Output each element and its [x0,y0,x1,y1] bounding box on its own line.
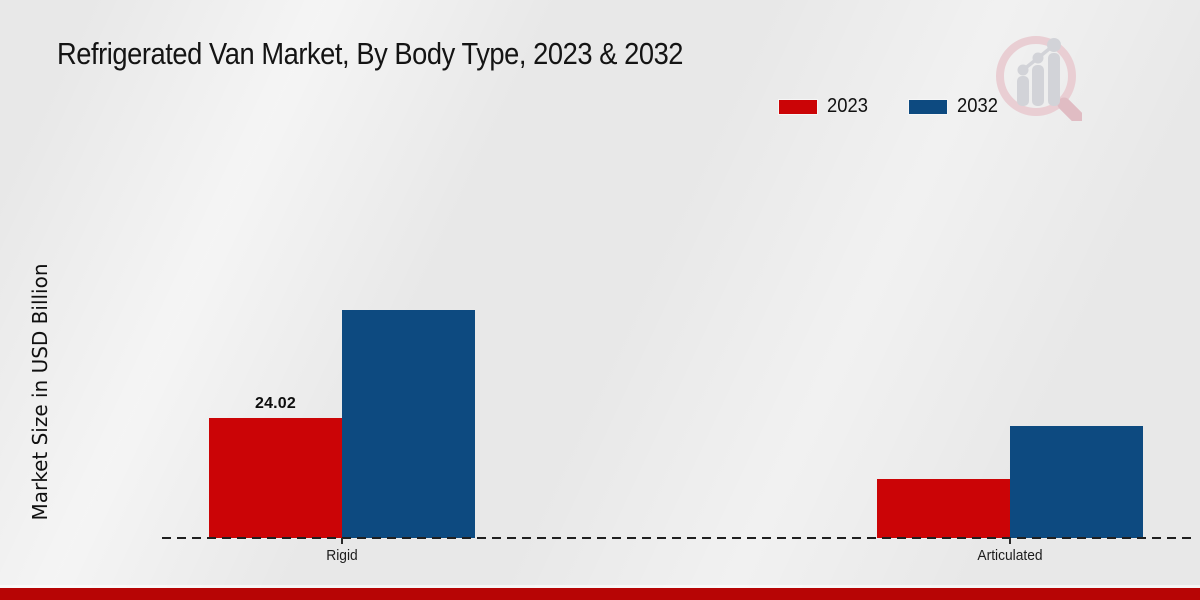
bar-value-label-2023-rigid: 24.02 [254,395,297,412]
x-axis-tick-articulated [1009,538,1011,544]
legend-swatch-2023 [778,98,818,115]
legend-item-2023: 2023 [778,95,872,118]
footer-divider [0,585,1200,588]
magnifier-bar-chart-logo-icon [996,36,1082,121]
bar-2032-articulated [1010,426,1143,538]
legend-label: 2023 [827,95,868,117]
legend-swatch-2032 [907,98,948,115]
bar-2023-rigid [209,418,342,538]
x-axis-baseline [162,537,1192,539]
legend-item-2032: 2032 [907,95,1002,118]
x-tick-label-rigid: Rigid [326,547,358,564]
x-tick-label-articulated: Articulated [977,547,1043,564]
legend-label: 2032 [956,95,998,117]
x-axis-tick-rigid [341,538,343,544]
bar-2023-articulated [877,479,1010,538]
footer-stripe [0,588,1200,600]
bar-2032-rigid [342,310,475,538]
legend: 2023 2032 [778,95,1001,118]
chart-title: Refrigerated Van Market, By Body Type, 2… [57,36,684,71]
